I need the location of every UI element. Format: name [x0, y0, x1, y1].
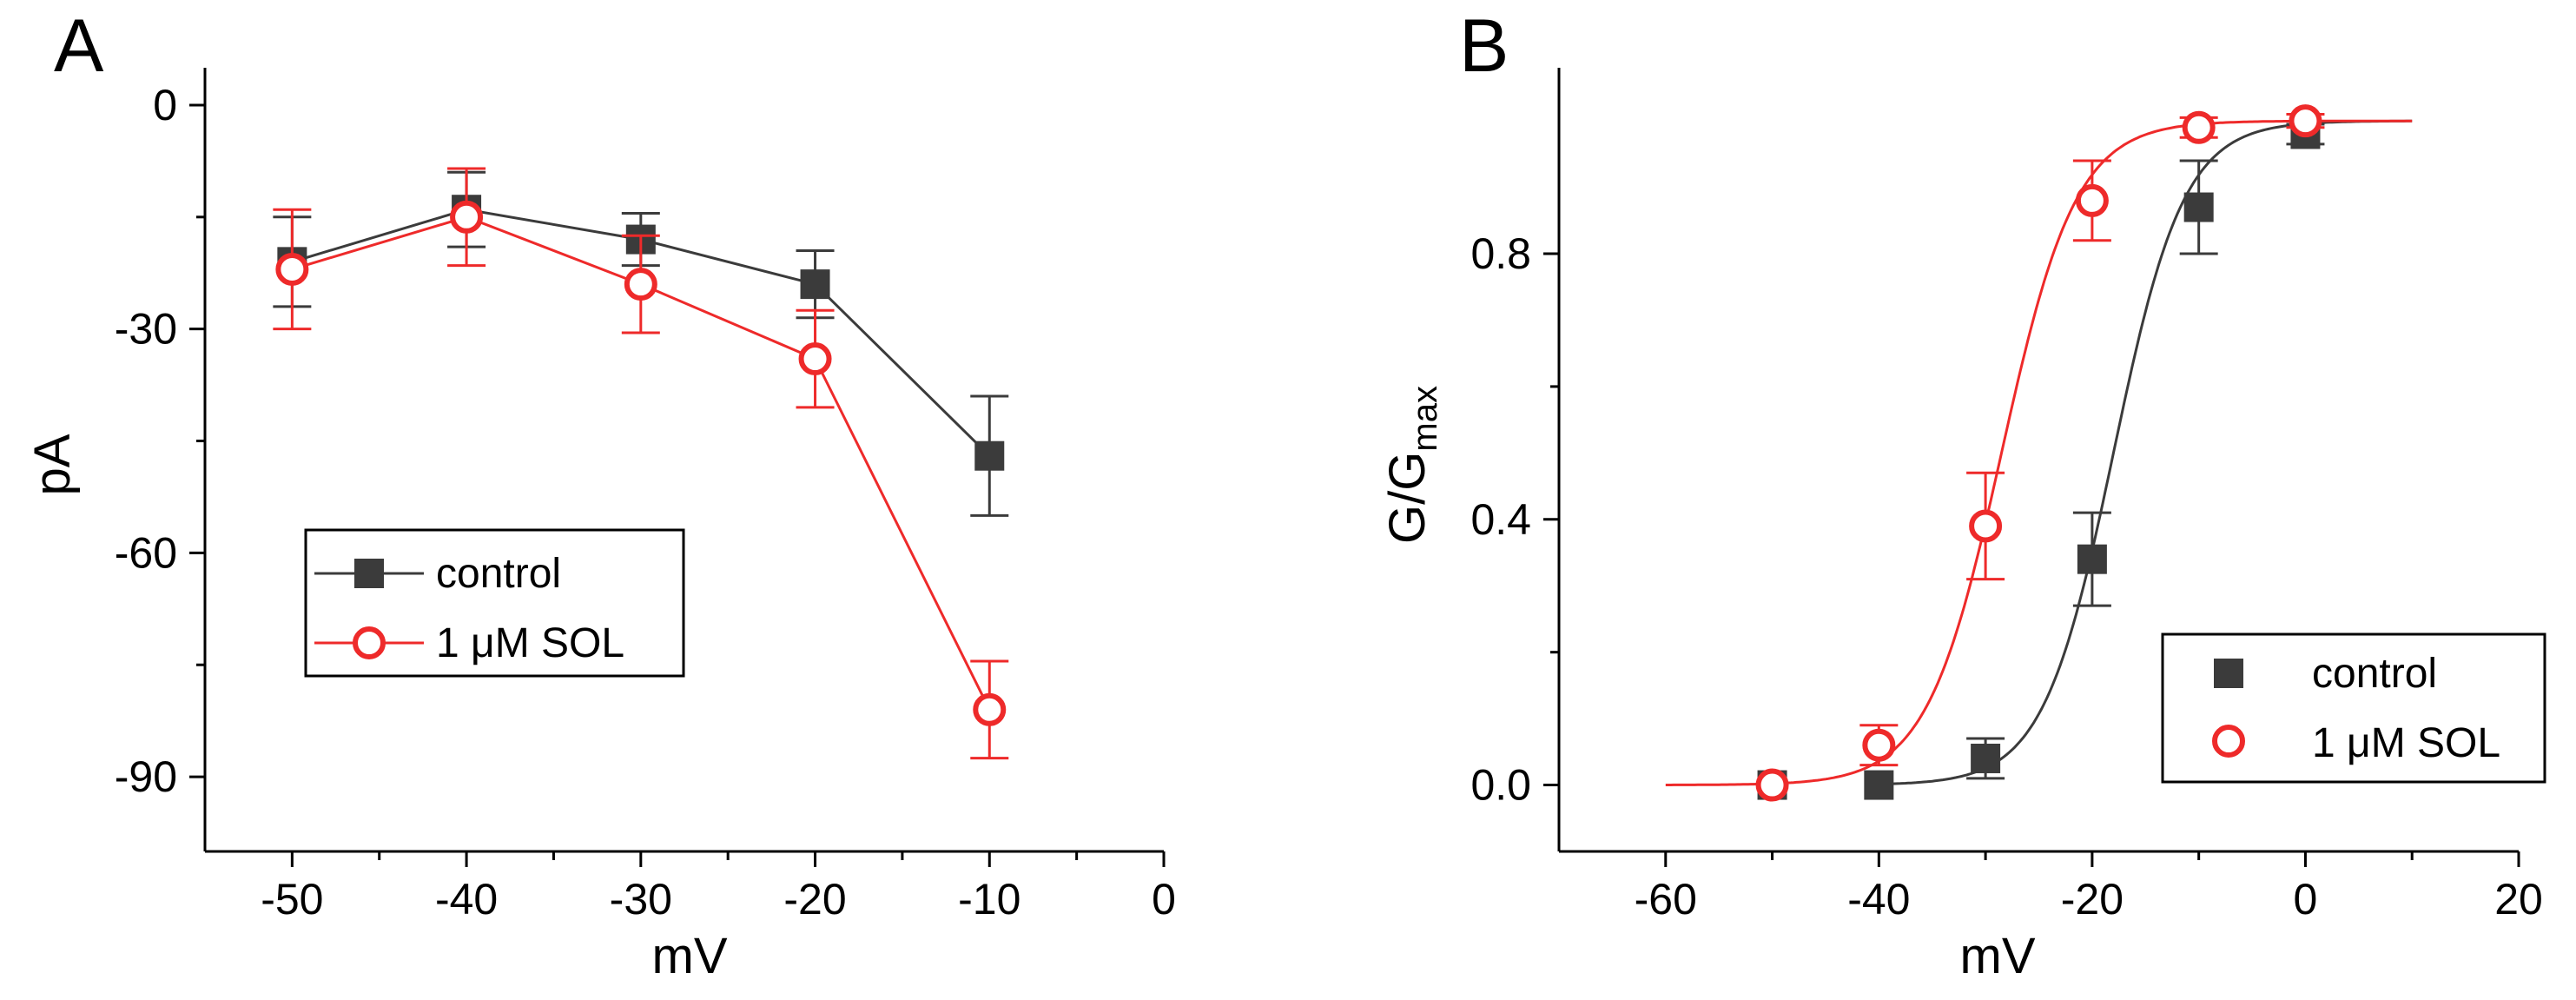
- data-point-sol: [624, 268, 657, 301]
- data-point-control: [800, 269, 830, 300]
- x-tick-label: -20: [2061, 875, 2124, 924]
- legend-b-sol-label: 1 μM SOL: [2312, 720, 2500, 766]
- fit-curve-control: [1879, 119, 2413, 786]
- panel-a-series: [273, 167, 1009, 760]
- x-tick-label: -10: [958, 875, 1020, 924]
- data-point-sol: [2289, 104, 2322, 138]
- y-tick-label: 0: [153, 81, 177, 129]
- data-point-control: [974, 440, 1005, 471]
- data-point-sol: [1755, 768, 1789, 802]
- data-point-sol: [450, 200, 484, 234]
- panel-b-legend: control 1 μM SOL: [2161, 632, 2546, 784]
- x-tick-label: -40: [1847, 875, 1910, 924]
- legend-a-sol-label: 1 μM SOL: [436, 620, 624, 666]
- panel-a-axes: [203, 68, 1164, 853]
- panel-b-ticks: -60 -40 -20 0 20 0.0 0.4 0.8: [1470, 229, 2542, 924]
- legend-a-control-label: control: [436, 551, 561, 597]
- panel-a-legend: control 1 μM SOL: [304, 528, 685, 678]
- data-point-control: [1864, 770, 1894, 800]
- x-tick-label: -30: [610, 875, 672, 924]
- panel-b: B -60 -40 -20 0 20 0.0 0.4 0.8 mV G/Gmax contro…: [1379, 4, 2546, 984]
- x-tick-label: -60: [1635, 875, 1697, 924]
- panel-b-x-axis-title: mV: [1960, 928, 2036, 984]
- data-point-sol: [2075, 183, 2109, 217]
- panel-b-y-axis-main: G/G: [1379, 452, 1436, 544]
- panel-a-ticks: -50 -40 -30 -20 -10 0 0 -30 -60 -90: [115, 81, 1176, 924]
- x-tick-label: 0: [2294, 875, 2318, 924]
- panel-b-y-axis-title: G/Gmax: [1379, 386, 1444, 544]
- panel-b-axes: [1557, 68, 2519, 853]
- y-tick-label: -30: [115, 305, 177, 354]
- data-point-sol: [973, 692, 1007, 726]
- data-point-sol: [1969, 509, 2003, 543]
- legend-b-sol-marker: [2212, 725, 2245, 758]
- panel-a-y-axis-title: pA: [24, 434, 81, 495]
- data-point-sol: [275, 252, 309, 286]
- y-tick-label: 0.8: [1470, 229, 1531, 278]
- data-point-control: [1971, 743, 2001, 773]
- legend-b-control-marker: [2214, 659, 2243, 688]
- x-tick-label: -50: [261, 875, 323, 924]
- x-tick-label: -40: [435, 875, 498, 924]
- x-tick-label: -20: [783, 875, 846, 924]
- data-point-sol: [798, 342, 832, 376]
- y-tick-label: -60: [115, 528, 177, 577]
- data-point-control: [2183, 192, 2214, 222]
- panel-a: A -50 -40 -30 -20 -10 0 0 -30 -60 -90 mV pA contr…: [24, 4, 1176, 984]
- panel-b-y-axis-subscript: max: [1406, 386, 1444, 452]
- panel-a-x-axis-title: mV: [652, 928, 728, 984]
- legend-a-control-marker: [354, 559, 384, 588]
- fit-curve-sol: [1665, 119, 2413, 786]
- panel-b-letter: B: [1459, 4, 1509, 88]
- x-tick-label: 0: [1152, 875, 1176, 924]
- y-tick-label: -90: [115, 752, 177, 801]
- panel-b-fit-curves: [1665, 119, 2413, 786]
- y-tick-label: 0.4: [1470, 495, 1531, 544]
- data-point-sol: [1862, 728, 1896, 762]
- data-point-control: [2077, 544, 2107, 574]
- x-tick-label: 20: [2494, 875, 2543, 924]
- panel-a-letter: A: [54, 4, 104, 88]
- y-tick-label: 0.0: [1470, 761, 1531, 810]
- legend-a-sol-marker: [353, 626, 386, 659]
- legend-b-control-label: control: [2312, 651, 2437, 697]
- data-point-sol: [2182, 110, 2216, 144]
- panel-b-series: [1755, 104, 2325, 802]
